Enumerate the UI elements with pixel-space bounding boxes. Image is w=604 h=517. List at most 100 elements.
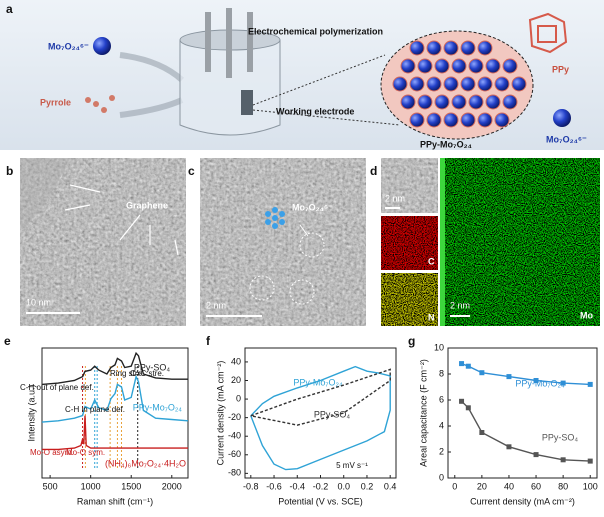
legend-label: PPy-SO₄ bbox=[542, 432, 579, 442]
sphere bbox=[434, 58, 450, 74]
legend-label: PPy-SO₄ bbox=[314, 409, 351, 419]
panel-label: e bbox=[4, 334, 11, 348]
anion-label: Mo₇O₂₄⁶⁻ bbox=[48, 41, 89, 51]
arrows bbox=[64, 184, 179, 256]
sphere bbox=[426, 40, 442, 56]
polymer-label: PPy bbox=[552, 64, 569, 74]
panel-label: b bbox=[6, 164, 13, 178]
working-electrode bbox=[241, 90, 253, 115]
feature-label: Graphene bbox=[126, 200, 168, 210]
sphere bbox=[468, 58, 484, 74]
sphere bbox=[468, 94, 484, 110]
electrode bbox=[247, 12, 253, 72]
panel-d: d 2 nm C N 2 nm Mo bbox=[370, 158, 600, 326]
legend-label: (NH₄)₆Mo₇O₂₄·4H₂O bbox=[105, 458, 186, 468]
scale-label: 2 nm bbox=[206, 300, 226, 310]
ppy-icon bbox=[528, 12, 568, 54]
panel-label: f bbox=[206, 334, 211, 348]
divider bbox=[440, 158, 445, 326]
annotation: Mo-O sym. bbox=[66, 448, 105, 457]
scale-label: 2 nm bbox=[450, 300, 470, 310]
anion-icon bbox=[553, 109, 571, 127]
marker bbox=[506, 374, 512, 380]
annotation: 5 mV s⁻¹ bbox=[336, 461, 368, 470]
chart: e 500 1000 1500 2000 Raman shift (cm⁻¹) Intens… bbox=[4, 334, 189, 506]
c-map bbox=[381, 216, 438, 270]
sphere bbox=[477, 112, 493, 128]
n-map bbox=[381, 273, 438, 326]
cluster-circles bbox=[249, 232, 325, 305]
series-line bbox=[42, 415, 188, 451]
annotation: Mo-O asym. bbox=[30, 448, 74, 457]
sphere bbox=[494, 112, 510, 128]
y-tick-label: -60 bbox=[228, 449, 241, 459]
anion-label: Mo₇O₂₄⁶⁻ bbox=[546, 134, 587, 144]
annotation: Ring stre. bbox=[110, 369, 144, 378]
series-line bbox=[41, 374, 189, 423]
sphere bbox=[417, 58, 433, 74]
sphere bbox=[502, 58, 518, 74]
panel-b: b Graphene 10 nm bbox=[6, 158, 186, 326]
marker bbox=[533, 378, 539, 383]
y-tick-label: 40 bbox=[231, 356, 241, 366]
x-tick-label: -0.6 bbox=[266, 481, 282, 491]
series-line bbox=[41, 351, 188, 386]
plot-frame bbox=[41, 347, 189, 479]
x-tick-label: 0.0 bbox=[337, 481, 350, 491]
sphere bbox=[451, 58, 467, 74]
electrode-label: Working electrode bbox=[276, 106, 354, 116]
y-tick-label: -80 bbox=[228, 468, 241, 478]
annotation: C=C stre. bbox=[130, 369, 164, 378]
zoom-line bbox=[252, 109, 401, 126]
legend-label: PPy-SO₄ bbox=[134, 362, 171, 372]
marker bbox=[479, 370, 485, 376]
electrode bbox=[226, 8, 232, 78]
x-tick-label: -0.4 bbox=[290, 481, 306, 491]
monomer-label: Pyrrole bbox=[40, 97, 71, 107]
y-tick-label: 2 bbox=[439, 446, 444, 456]
x-tick-label: 0.4 bbox=[384, 481, 397, 491]
map-label: C bbox=[428, 256, 435, 266]
vacuum-region bbox=[20, 158, 70, 230]
legend-label: PPy-Mo₇O₂₄ bbox=[133, 402, 183, 412]
scale-label: 10 nm bbox=[26, 297, 51, 307]
panel-label: c bbox=[188, 164, 195, 178]
zoom-line bbox=[252, 54, 386, 106]
y-tick-label: 10 bbox=[434, 342, 444, 352]
sphere bbox=[434, 94, 450, 110]
y-tick-label: 4 bbox=[439, 420, 444, 430]
tem-image bbox=[20, 158, 186, 326]
sphere bbox=[426, 112, 442, 128]
sphere-group bbox=[392, 40, 527, 128]
x-tick-label: 2000 bbox=[162, 481, 182, 491]
electrode bbox=[205, 12, 211, 72]
marker bbox=[479, 430, 485, 435]
x-tick-label: 40 bbox=[504, 481, 514, 491]
y-tick-label: -40 bbox=[228, 431, 241, 441]
chart: g 0 20 40 60 80 100 0 2 4 6 8 10 Current density (mA … bbox=[408, 334, 598, 506]
map-label: Mo bbox=[580, 310, 593, 320]
marker bbox=[560, 457, 566, 463]
sphere bbox=[400, 58, 416, 74]
sphere bbox=[409, 76, 425, 92]
composite-label: PPy-Mo₇O₂₄ bbox=[420, 139, 472, 149]
sphere bbox=[511, 76, 527, 92]
map-label: N bbox=[428, 312, 435, 322]
sphere bbox=[409, 40, 425, 56]
y-axis-title: Areal capacitance (F cm⁻²) bbox=[418, 359, 428, 467]
plot-frame bbox=[447, 347, 598, 479]
legend-label: PPy-Mo₇O₂₄ bbox=[293, 377, 343, 387]
process-label: Electrochemical polymerization bbox=[248, 26, 383, 36]
annotation: C-H in plane def. bbox=[65, 405, 125, 414]
y-tick-label: 20 bbox=[231, 375, 241, 385]
sphere bbox=[485, 58, 501, 74]
mo-map bbox=[445, 158, 600, 326]
legend-label: PPy-Mo₇O₂₄ bbox=[515, 378, 565, 388]
y-tick-label: 8 bbox=[439, 368, 444, 378]
sphere bbox=[460, 76, 476, 92]
marker bbox=[459, 398, 465, 404]
marker bbox=[560, 380, 566, 386]
flow-arrow bbox=[119, 52, 185, 83]
x-tick-label: 0.2 bbox=[361, 481, 374, 491]
